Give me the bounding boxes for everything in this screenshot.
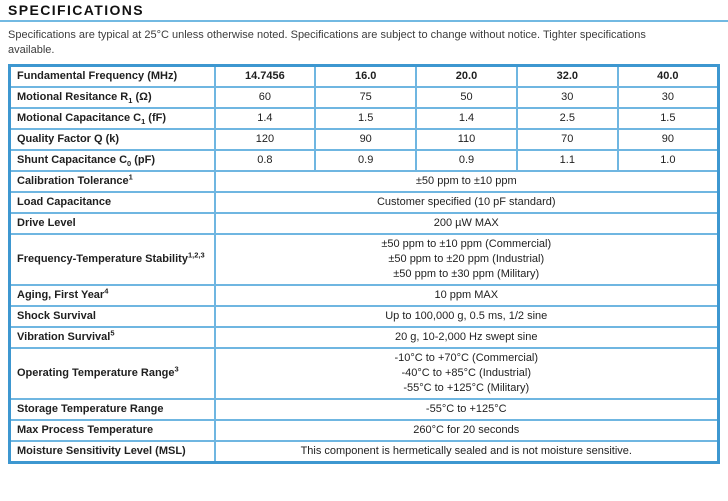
table-row: Moisture Sensitivity Level (MSL) This com… — [8, 440, 720, 464]
label-subscript: 0 — [127, 159, 132, 169]
table-row: Frequency-Temperature Stability1,2,3 ±50 … — [8, 233, 720, 286]
table-row: Vibration Survival5 20 g, 10-2,000 Hz swe… — [8, 326, 720, 349]
spec-value: This component is hermetically sealed an… — [213, 440, 720, 464]
spec-value: 14.7456 — [213, 64, 317, 88]
spec-value: ±50 ppm to ±10 ppm (Commercial) ±50 ppm t… — [213, 233, 720, 286]
table-row: Calibration Tolerance1 ±50 ppm to ±10 ppm — [8, 170, 720, 193]
spec-label: Aging, First Year4 — [8, 284, 216, 307]
spec-label: Motional Capacitance C1 (fF) — [8, 107, 216, 130]
spec-value-line: Customer specified (10 pF standard) — [376, 196, 556, 208]
label-footnote: 5 — [110, 328, 115, 338]
spec-value-line: -10°C to +70°C (Commercial) — [394, 352, 539, 364]
spec-value-line: ±50 ppm to ±10 ppm — [415, 175, 517, 187]
spec-value: 1.4 — [415, 107, 518, 130]
spec-value-line: Up to 100,000 g, 0.5 ms, 1/2 sine — [385, 310, 548, 322]
spec-label: Calibration Tolerance1 — [8, 170, 216, 193]
spec-value: 90 — [616, 128, 720, 151]
spec-value: 0.9 — [415, 149, 518, 172]
label-footnote: 4 — [104, 286, 109, 296]
table-row: Motional Capacitance C1 (fF) 1.4 1.5 1.4 2.5… — [8, 107, 720, 130]
table-row: Max Process Temperature 260°C for 20 seco… — [8, 419, 720, 442]
spec-value-line: 20 g, 10-2,000 Hz swept sine — [395, 331, 538, 343]
spec-label: Shock Survival — [8, 305, 216, 328]
intro-line-1: Specifications are typical at 25°C unles… — [8, 29, 646, 41]
spec-label: Vibration Survival5 — [8, 326, 216, 349]
table-row: Fundamental Frequency (MHz) 14.7456 16.0 20… — [8, 64, 720, 88]
spec-value: 60 — [213, 86, 317, 109]
intro-text: Specifications are typical at 25°C unles… — [8, 28, 720, 58]
spec-label: Load Capacitance — [8, 191, 216, 214]
spec-value-line: -55°C to +125°C — [425, 403, 507, 415]
spec-value: 120 — [213, 128, 317, 151]
specifications-page: SPECIFICATIONS Specifications are typica… — [0, 2, 728, 464]
spec-label: Fundamental Frequency (MHz) — [8, 64, 216, 88]
table-row: Aging, First Year4 10 ppm MAX — [8, 284, 720, 307]
table-row: Operating Temperature Range3 -10°C to +70… — [8, 347, 720, 400]
table-row: Load Capacitance Customer specified (10 p… — [8, 191, 720, 214]
table-row: Storage Temperature Range -55°C to +125°C — [8, 398, 720, 421]
label-footnote: 1 — [128, 172, 133, 182]
spec-value: 30 — [616, 86, 720, 109]
spec-value: 1.5 — [314, 107, 418, 130]
spec-value: 1.4 — [213, 107, 317, 130]
spec-value: 30 — [515, 86, 619, 109]
spec-value-line: -40°C to +85°C (Industrial) — [401, 367, 532, 379]
spec-label: Operating Temperature Range3 — [8, 347, 216, 400]
spec-label: Max Process Temperature — [8, 419, 216, 442]
spec-label: Storage Temperature Range — [8, 398, 216, 421]
spec-label: Motional Resitance R1 (Ω) — [8, 86, 216, 109]
label-footnote: 1,2,3 — [187, 250, 205, 260]
spec-value-line: 260°C for 20 seconds — [413, 424, 520, 436]
spec-value: -10°C to +70°C (Commercial) -40°C to +85°… — [213, 347, 720, 400]
spec-value: 50 — [415, 86, 518, 109]
spec-value: 2.5 — [515, 107, 619, 130]
spec-label: Shunt Capacitance C0 (pF) — [8, 149, 216, 172]
label-subscript: 1 — [128, 96, 133, 106]
spec-value-line: ±50 ppm to ±30 ppm (Military) — [393, 268, 540, 280]
spec-value: 70 — [515, 128, 619, 151]
label-footnote: 3 — [174, 364, 179, 374]
spec-value-line: This component is hermetically sealed an… — [300, 445, 632, 457]
spec-table-body: Fundamental Frequency (MHz) 14.7456 16.0 20… — [8, 64, 720, 464]
page-title: SPECIFICATIONS — [8, 2, 145, 18]
table-row: Motional Resitance R1 (Ω) 60 75 50 30 30 — [8, 86, 720, 109]
table-row: Quality Factor Q (k) 120 90 110 70 90 — [8, 128, 720, 151]
spec-label: Drive Level — [8, 212, 216, 235]
spec-value: 20.0 — [415, 64, 518, 88]
spec-value: 0.9 — [314, 149, 418, 172]
spec-value: 1.5 — [616, 107, 720, 130]
spec-value-line: ±50 ppm to ±10 ppm (Commercial) — [381, 238, 552, 250]
spec-value: 10 ppm MAX — [213, 284, 720, 307]
spec-label: Frequency-Temperature Stability1,2,3 — [8, 233, 216, 286]
spec-value: 16.0 — [314, 64, 418, 88]
spec-value: -55°C to +125°C — [213, 398, 720, 421]
spec-value: Customer specified (10 pF standard) — [213, 191, 720, 214]
label-subscript: 1 — [141, 117, 146, 127]
spec-label: Quality Factor Q (k) — [8, 128, 216, 151]
spec-value: 110 — [415, 128, 518, 151]
spec-value: ±50 ppm to ±10 ppm — [213, 170, 720, 193]
spec-value-line: ±50 ppm to ±20 ppm (Industrial) — [388, 253, 545, 265]
table-row: Shock Survival Up to 100,000 g, 0.5 ms, 1… — [8, 305, 720, 328]
spec-label: Moisture Sensitivity Level (MSL) — [8, 440, 216, 464]
spec-value: 40.0 — [616, 64, 720, 88]
spec-value: 75 — [314, 86, 418, 109]
intro-line-2: available. — [8, 44, 55, 56]
spec-value: 260°C for 20 seconds — [213, 419, 720, 442]
spec-value-line: 10 ppm MAX — [434, 289, 499, 301]
table-row: Shunt Capacitance C0 (pF) 0.8 0.9 0.9 1.1 1.0 — [8, 149, 720, 172]
spec-value: 1.1 — [515, 149, 619, 172]
spec-value-line: -55°C to +125°C (Military) — [403, 382, 530, 394]
spec-value: 1.0 — [616, 149, 720, 172]
specifications-table: Fundamental Frequency (MHz) 14.7456 16.0 20… — [8, 64, 720, 464]
spec-value-line: 200 µW MAX — [433, 217, 499, 229]
spec-value: 32.0 — [515, 64, 619, 88]
spec-value: 20 g, 10-2,000 Hz swept sine — [213, 326, 720, 349]
spec-value: Up to 100,000 g, 0.5 ms, 1/2 sine — [213, 305, 720, 328]
spec-value: 200 µW MAX — [213, 212, 720, 235]
spec-value: 0.8 — [213, 149, 317, 172]
title-rule — [0, 20, 728, 22]
spec-value: 90 — [314, 128, 418, 151]
table-row: Drive Level 200 µW MAX — [8, 212, 720, 235]
